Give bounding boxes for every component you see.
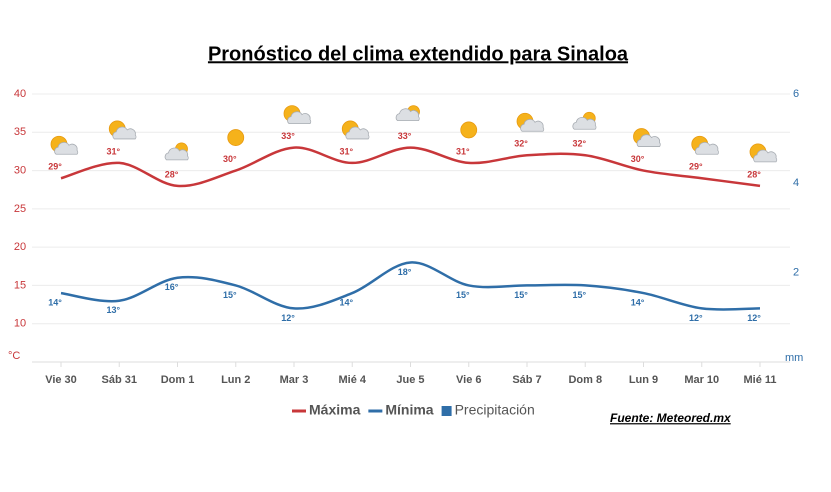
legend-swatch xyxy=(441,406,452,416)
data-label: 15° xyxy=(456,290,470,300)
series-line xyxy=(60,261,761,311)
data-label: 12° xyxy=(689,313,703,323)
data-label: 28° xyxy=(747,169,761,179)
data-label: 15° xyxy=(572,290,586,300)
cloud xyxy=(54,142,79,155)
weather-icon xyxy=(395,105,420,121)
data-label: 14° xyxy=(339,297,353,307)
data-label: 12° xyxy=(747,313,761,323)
weather-icon xyxy=(516,112,545,132)
weather-icon xyxy=(50,135,79,155)
y-tick-label: 25 xyxy=(14,203,26,215)
x-tick-label: Dom 1 xyxy=(161,374,195,386)
data-label: 29° xyxy=(689,162,703,172)
x-tick-label: Mar 10 xyxy=(684,374,719,386)
cloud xyxy=(345,126,370,140)
cloud xyxy=(164,147,189,161)
data-label: 33° xyxy=(281,131,295,141)
y-tick-label: 40 xyxy=(14,88,26,100)
sun xyxy=(460,121,478,139)
data-label: 12° xyxy=(281,313,295,323)
y-tick-label: 10 xyxy=(14,318,26,330)
y-tick-label: 30 xyxy=(14,164,26,176)
x-tick-label: Lun 2 xyxy=(221,374,250,386)
cloud xyxy=(694,142,719,155)
chart-title: Pronóstico del clima extendido para Sina… xyxy=(208,43,629,65)
cloud xyxy=(636,134,661,147)
legend-label: Precipitación xyxy=(455,402,535,418)
x-tick-label: Vie 6 xyxy=(456,374,482,386)
data-label: 31° xyxy=(339,146,353,156)
x-tick-label: Dom 8 xyxy=(568,374,602,386)
legend-label: Mínima xyxy=(385,402,433,418)
x-tick-label: Vie 30 xyxy=(45,374,77,386)
cloud xyxy=(572,117,597,130)
data-label: 15° xyxy=(223,290,237,300)
y2-axis-label: mm xyxy=(785,352,803,364)
grid xyxy=(32,93,790,325)
data-label: 31° xyxy=(456,146,470,156)
y2-tick-label: 2 xyxy=(793,267,799,279)
y-tick-label: 35 xyxy=(14,126,26,138)
series-line xyxy=(60,146,761,188)
cloud xyxy=(753,149,778,163)
data-label: 32° xyxy=(572,139,586,149)
data-label: 15° xyxy=(514,290,528,300)
data-label: 29° xyxy=(48,162,62,172)
data-label: 33° xyxy=(398,131,412,141)
data-label: 30° xyxy=(223,154,237,164)
data-label: 13° xyxy=(106,305,120,315)
source: Fuente: Meteored.mx xyxy=(610,411,732,425)
y-axis-label: °C xyxy=(8,350,20,362)
y2-tick-label: 4 xyxy=(793,177,799,189)
weather-icon xyxy=(227,129,245,146)
data-label: 31° xyxy=(106,146,120,156)
weather-icon xyxy=(572,111,597,130)
data-label: 32° xyxy=(514,139,528,149)
x-tick-label: Mar 3 xyxy=(280,374,309,386)
y-tick-label: 20 xyxy=(14,241,26,253)
sun xyxy=(227,129,245,146)
weather-icon xyxy=(749,143,778,163)
cloud xyxy=(112,126,137,140)
data-label: 28° xyxy=(165,169,179,179)
x-tick-label: Sáb 7 xyxy=(512,374,541,386)
weather-icon xyxy=(164,142,189,161)
weather-icon xyxy=(108,120,137,140)
cloud xyxy=(287,111,312,124)
data-label: 16° xyxy=(165,282,179,292)
cloud xyxy=(520,119,545,132)
y2-tick-label: 6 xyxy=(793,88,799,100)
x-tick-label: Jue 5 xyxy=(396,374,424,386)
data-label: 18° xyxy=(398,267,412,277)
y-tick-label: 15 xyxy=(14,279,26,291)
data-label: 30° xyxy=(631,154,645,164)
legend-label: Máxima xyxy=(309,402,361,418)
x-tick-label: Mié 11 xyxy=(743,374,776,386)
data-label: 14° xyxy=(48,297,62,307)
weather-icon xyxy=(633,128,661,147)
x-tick-label: Mié 4 xyxy=(338,374,366,386)
data-label: 14° xyxy=(631,297,645,307)
weather-icon xyxy=(691,135,719,155)
cloud xyxy=(395,108,420,121)
weather-icon xyxy=(341,120,370,140)
weather-icon xyxy=(283,105,312,124)
x-tick-label: Sáb 31 xyxy=(102,374,137,386)
x-tick-label: Lun 9 xyxy=(629,374,658,386)
weather-icon xyxy=(460,121,478,139)
